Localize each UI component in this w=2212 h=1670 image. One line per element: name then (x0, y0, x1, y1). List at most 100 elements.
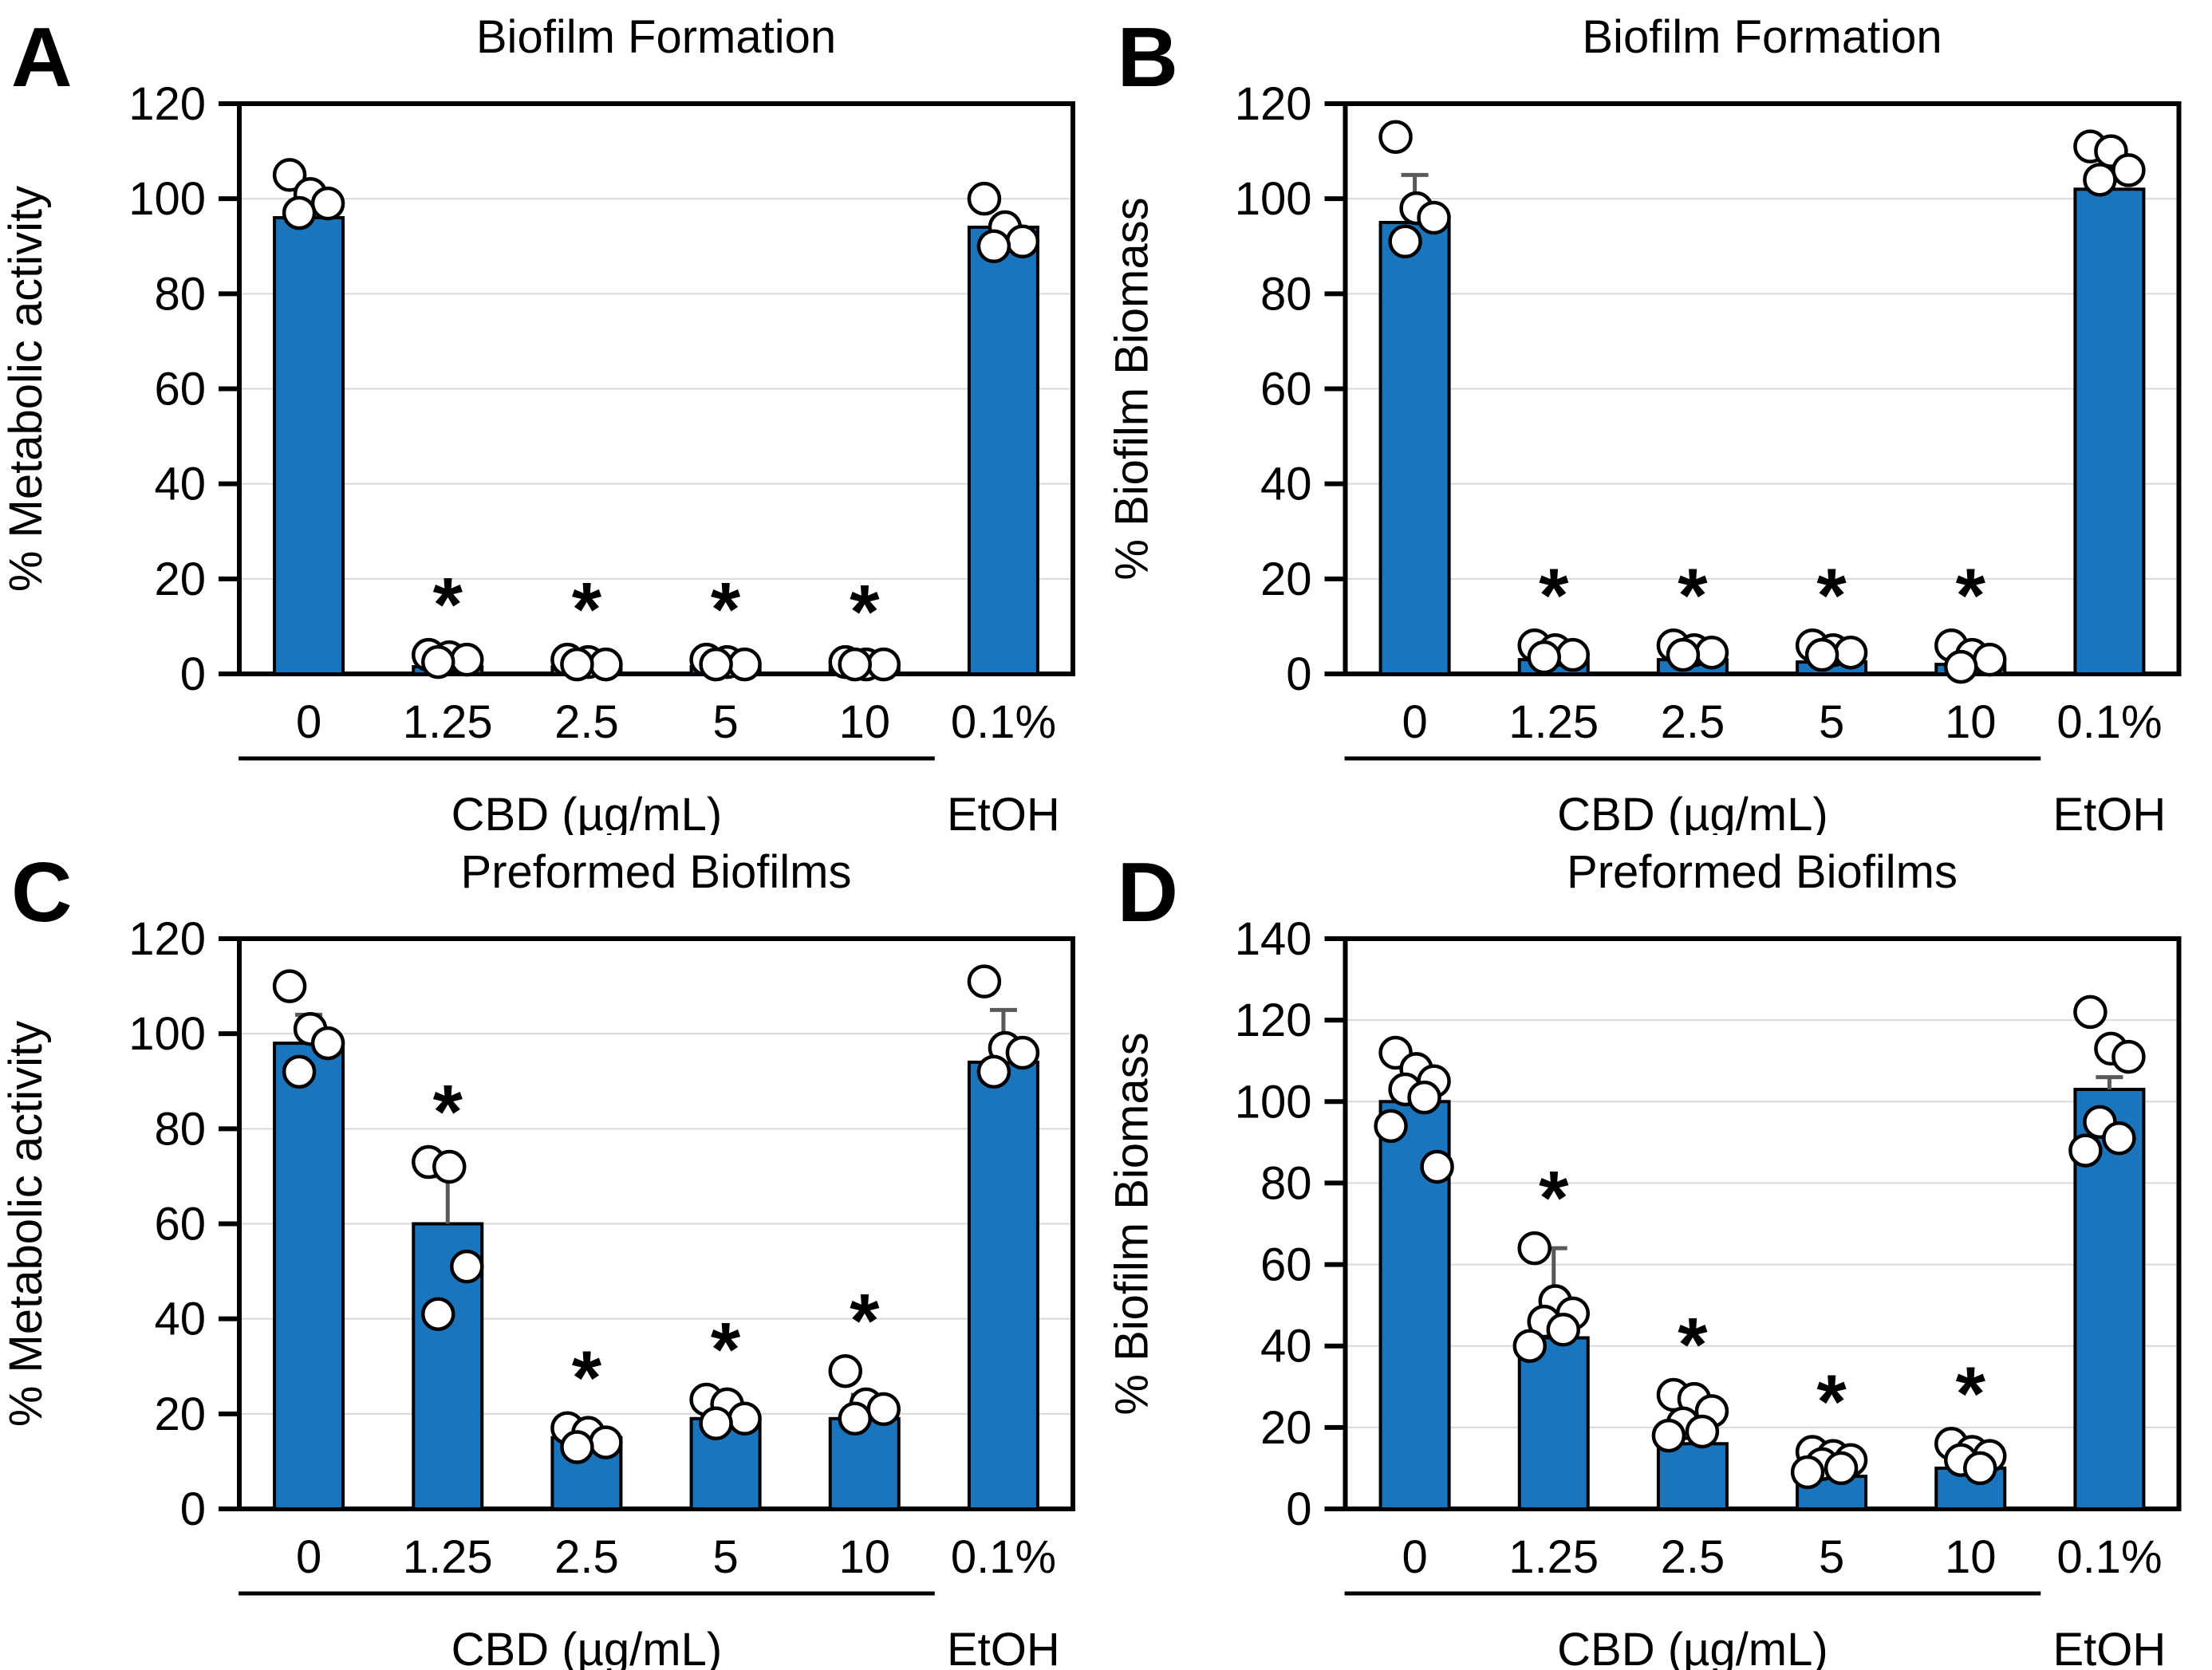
data-point (866, 1392, 901, 1427)
significance-asterisk: * (433, 1069, 463, 1155)
y-axis-tick-label: 140 (1235, 913, 1312, 965)
data-point (1790, 1455, 1825, 1490)
data-point (310, 186, 345, 221)
x-axis: 0 1.25 2.5 5 10 0.1% EtOH CBD (µg/mL) (1344, 1531, 2167, 1670)
significance-asterisk: * (572, 1336, 602, 1421)
bar (1517, 1336, 1590, 1510)
data-point (727, 1401, 762, 1436)
y-axis-tick-label: 20 (1260, 1402, 1312, 1454)
data-point (1666, 637, 1701, 672)
x-axis-tick-label: 2.5 (1661, 696, 1725, 748)
etoh-label-line2: EtOH (2053, 789, 2167, 835)
significance-asterisk: * (1816, 553, 1847, 638)
data-point (699, 1406, 733, 1440)
panel-letter: B (1118, 10, 1179, 104)
data-point (1005, 224, 1040, 259)
data-point (1527, 640, 1561, 675)
y-axis-tick-label: 60 (154, 1199, 206, 1251)
data-point (1005, 1035, 1040, 1070)
data-point (450, 642, 484, 677)
x-axis-tick-label: 5 (712, 1531, 738, 1583)
data-point (2111, 1039, 2146, 1074)
data-point (1517, 1231, 1552, 1266)
data-point (2073, 995, 2108, 1030)
bar-group-2.5: * (1656, 553, 1729, 675)
x-axis-tick-label: 5 (1819, 1531, 1844, 1583)
y-axis-tick-label: 40 (154, 1294, 206, 1345)
chart-title: Biofilm Formation (476, 11, 836, 63)
etoh-label-line1: 0.1% (2056, 696, 2162, 748)
bar-group-0 (1378, 120, 1451, 676)
data-point (282, 1054, 317, 1089)
y-axis-tick-label: 80 (154, 268, 206, 320)
bar (273, 216, 345, 675)
bar (2073, 187, 2146, 675)
etoh-label-line2: EtOH (947, 1624, 1060, 1670)
y-axis-tick-label: 60 (1260, 364, 1312, 416)
data-point (589, 1425, 623, 1459)
gridlines (239, 1033, 1073, 1415)
x-axis: 0 1.25 2.5 5 10 0.1% EtOH CBD (µg/mL) (1344, 696, 2167, 835)
significance-asterisk: * (1539, 1156, 1569, 1241)
y-axis-tick-label: 20 (1260, 553, 1312, 605)
significance-asterisk: * (711, 567, 741, 652)
bar-group-0.1-EtOH (967, 181, 1040, 675)
significance-asterisk: * (1816, 1360, 1847, 1445)
y-axis-tick-label: 40 (1260, 1321, 1312, 1373)
data-point (1685, 1414, 1720, 1449)
y-axis-tick-label: 20 (154, 1388, 206, 1440)
x-axis: 0 1.25 2.5 5 10 0.1% EtOH CBD (µg/mL) (239, 696, 1060, 835)
x-group-label: CBD (µg/mL) (1557, 1624, 1828, 1670)
data-point (1378, 120, 1413, 154)
bar-group-0.1-EtOH (2068, 995, 2146, 1510)
data-point (1651, 1418, 1686, 1453)
x-axis: 0 1.25 2.5 5 10 0.1% EtOH CBD (µg/mL) (239, 1531, 1060, 1670)
x-axis-tick-label: 2.5 (1661, 1531, 1725, 1583)
y-axis-tick-label: 100 (1235, 173, 1312, 225)
data-point (282, 195, 317, 230)
data-point (1973, 642, 2007, 677)
significance-asterisk: * (1956, 1351, 1986, 1436)
bar (273, 1042, 345, 1511)
data-point (2083, 163, 2117, 197)
data-point (838, 1401, 872, 1436)
data-point (828, 1353, 862, 1388)
data-point (1804, 637, 1839, 672)
significance-asterisk: * (572, 567, 602, 652)
bar-group-10: * (1934, 1351, 2007, 1511)
y-axis-tick-label: 0 (180, 1483, 206, 1535)
y-axis-tick-label: 80 (1260, 268, 1312, 320)
data-point (272, 969, 307, 1003)
x-group-label: CBD (µg/mL) (451, 789, 723, 835)
bar-group-0.1-EtOH (967, 964, 1040, 1510)
x-axis-tick-label: 1.25 (1508, 1531, 1599, 1583)
panel-letter: A (11, 10, 73, 104)
y-axis-label: % Metabolic activity (0, 186, 52, 592)
y-axis-label: % Metabolic activity (0, 1021, 52, 1427)
bar-group-10: * (828, 1278, 901, 1511)
bar (967, 225, 1039, 675)
bar-group-0 (272, 158, 345, 675)
data-point (1694, 635, 1729, 670)
bar-group-10: * (1934, 553, 2007, 684)
data-point (1944, 649, 1978, 684)
y-axis-tick-label: 120 (1235, 995, 1312, 1046)
panel-letter: C (11, 845, 73, 939)
panel-C: 0 20 40 60 80 100 120% Metabolic activity Prefo… (0, 835, 1106, 1670)
bar-group-1.25: * (412, 562, 484, 679)
y-axis-label: % Biofilm Biomass (1106, 1032, 1158, 1415)
gridlines (239, 198, 1073, 580)
etoh-label-line1: 0.1% (2056, 1531, 2162, 1583)
x-axis-tick-label: 0 (296, 1531, 321, 1583)
x-axis-tick-label: 2.5 (554, 1531, 619, 1583)
etoh-label-line2: EtOH (2053, 1624, 2167, 1670)
x-axis-tick-label: 5 (712, 696, 738, 748)
gridlines (1345, 198, 2179, 580)
data-point (272, 158, 307, 192)
panel-letter: D (1118, 845, 1179, 939)
x-axis-tick-label: 10 (1945, 696, 1997, 748)
etoh-label-line2: EtOH (947, 789, 1060, 835)
significance-asterisk: * (850, 569, 880, 655)
